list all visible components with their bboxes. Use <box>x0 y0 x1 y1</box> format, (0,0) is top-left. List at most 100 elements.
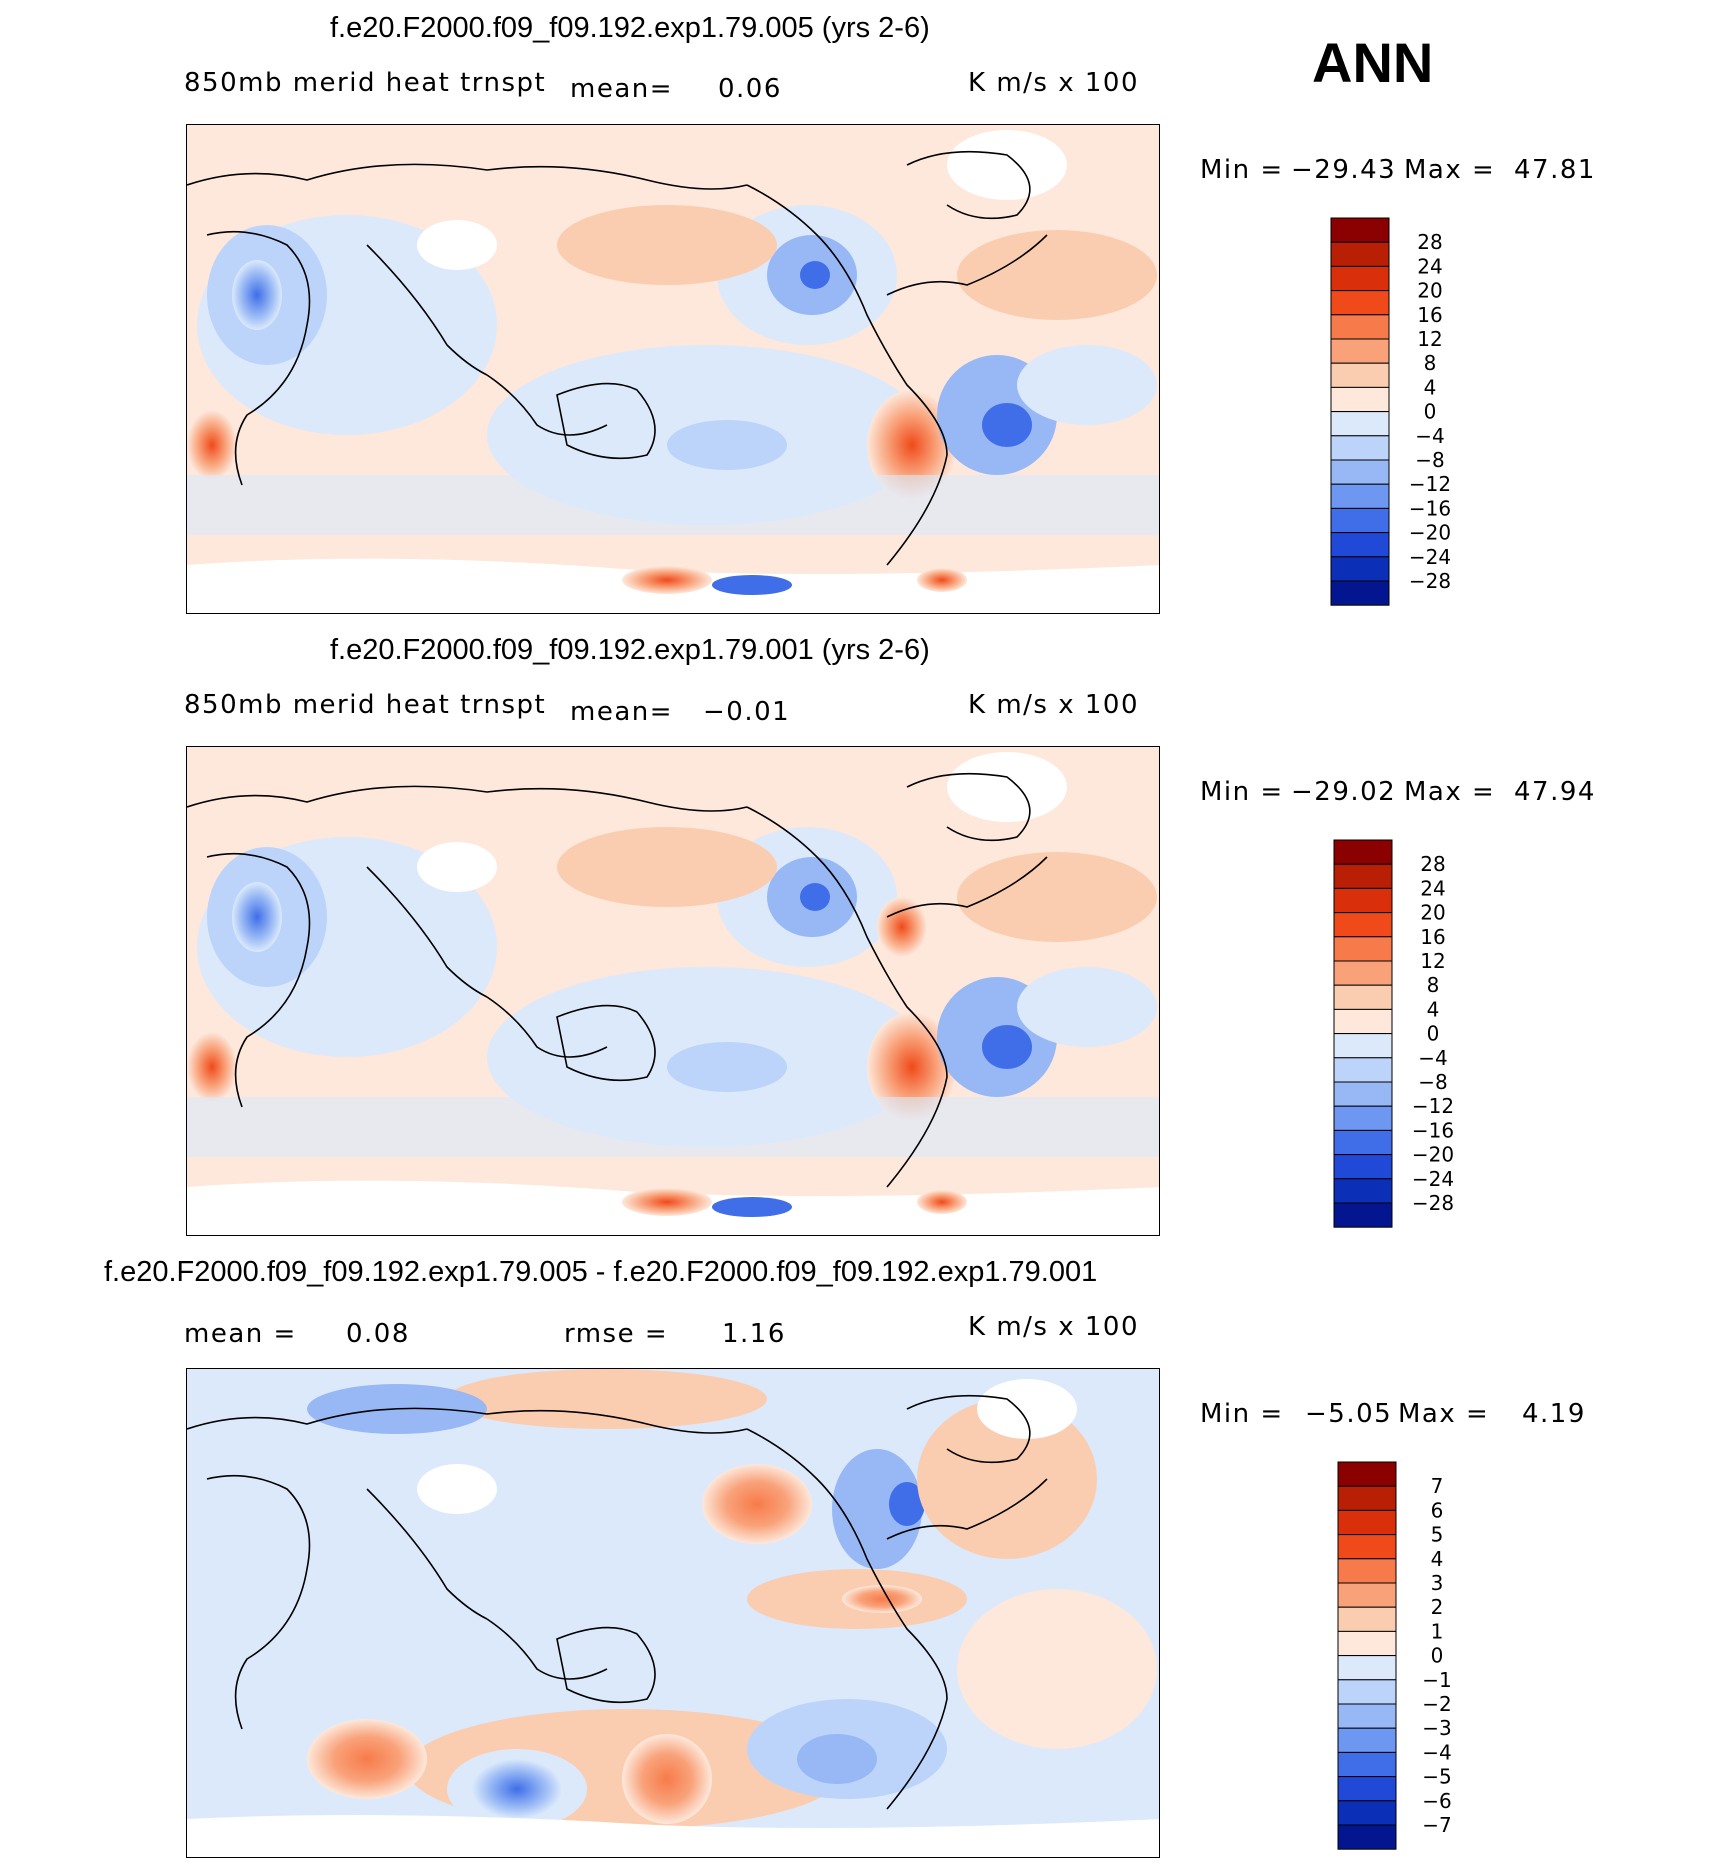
panel1-units: K m/s x 100 <box>968 68 1139 98</box>
panel3-rmse-label: rmse = <box>564 1319 669 1349</box>
colorbar-swatch <box>1337 1679 1397 1705</box>
colorbar-swatch <box>1337 1558 1397 1584</box>
colorbar-level-label: 5 <box>1431 1523 1444 1547</box>
panel2-max-label: Max = <box>1404 777 1496 807</box>
colorbar-swatch <box>1337 1655 1397 1681</box>
panel1-title: f.e20.F2000.f09_f09.192.exp1.79.005 (yrs… <box>330 12 930 44</box>
colorbar-swatch <box>1337 1824 1397 1850</box>
season-label: ANN <box>1312 31 1434 94</box>
colorbar-level-label: −24 <box>1409 545 1451 569</box>
colorbar-level-label: −20 <box>1412 1143 1454 1167</box>
colorbar-level-label: 3 <box>1431 1571 1444 1595</box>
panel3-units: K m/s x 100 <box>968 1312 1139 1342</box>
panel2-title: f.e20.F2000.f09_f09.192.exp1.79.001 (yrs… <box>330 634 930 666</box>
colorbar-level-label: −4 <box>1422 1740 1451 1764</box>
colorbar-level-label: −16 <box>1412 1118 1454 1142</box>
colorbar-level-label: −28 <box>1409 569 1451 593</box>
colorbar-level-label: 24 <box>1417 254 1442 278</box>
colorbar-swatch <box>1330 580 1390 606</box>
colorbar-swatch <box>1333 839 1393 865</box>
panel2-field <box>187 747 1159 1235</box>
colorbar-swatch <box>1330 217 1390 243</box>
colorbar-level-label: 0 <box>1431 1644 1444 1668</box>
colorbar-swatch <box>1337 1776 1397 1802</box>
panel3-mean-value: 0.08 <box>346 1319 410 1349</box>
colorbar-swatch <box>1333 863 1393 889</box>
panel2-map <box>186 746 1160 1236</box>
colorbar-level-label: −6 <box>1422 1789 1451 1813</box>
colorbar-level-label: −24 <box>1412 1167 1454 1191</box>
panel3-min-value: −5.05 <box>1305 1399 1393 1429</box>
colorbar-swatch <box>1330 411 1390 437</box>
colorbar-swatch <box>1337 1703 1397 1729</box>
colorbar-level-label: −16 <box>1409 496 1451 520</box>
colorbar-swatch <box>1333 912 1393 938</box>
colorbar-swatch <box>1330 241 1390 267</box>
colorbar-swatch <box>1333 960 1393 986</box>
panel2-max-value: 47.94 <box>1514 777 1596 807</box>
colorbar-level-label: −8 <box>1415 448 1444 472</box>
colorbar-level-label: 12 <box>1417 327 1442 351</box>
colorbar-level-label: −1 <box>1422 1668 1451 1692</box>
panel2-mean-label: mean= <box>570 697 674 727</box>
colorbar-swatch <box>1330 290 1390 316</box>
colorbar-level-label: 12 <box>1420 949 1445 973</box>
colorbar-swatch <box>1333 1129 1393 1156</box>
colorbar-swatch <box>1337 1751 1397 1778</box>
colorbar-swatch <box>1333 1033 1393 1059</box>
colorbar-swatch <box>1333 1081 1393 1107</box>
colorbar-level-label: 4 <box>1427 997 1440 1021</box>
colorbar-level-label: −4 <box>1415 424 1444 448</box>
colorbar-swatch <box>1330 362 1390 388</box>
colorbar-swatch <box>1337 1461 1397 1487</box>
colorbar-level-label: 8 <box>1427 973 1440 997</box>
panel3-mean-label: mean = <box>184 1319 297 1349</box>
colorbar-level-label: 2 <box>1431 1595 1444 1619</box>
panel3-max-value: 4.19 <box>1522 1399 1586 1429</box>
panel1-mean-value: 0.06 <box>718 74 782 104</box>
colorbar-level-label: 28 <box>1417 230 1442 254</box>
panel2-min-label: Min = <box>1200 777 1284 807</box>
colorbar-level-label: 20 <box>1420 901 1445 925</box>
panel3-map <box>186 1368 1160 1858</box>
colorbar-swatch <box>1333 1202 1393 1228</box>
colorbar-level-label: 0 <box>1427 1022 1440 1046</box>
colorbar-swatch <box>1330 314 1390 340</box>
colorbar-level-label: 16 <box>1417 303 1442 327</box>
panel3-rmse-value: 1.16 <box>722 1319 786 1349</box>
colorbar-level-label: 4 <box>1424 375 1437 399</box>
colorbar-swatch <box>1330 532 1390 558</box>
colorbar-level-label: 4 <box>1431 1547 1444 1571</box>
panel1-field <box>187 125 1159 613</box>
panel1-mean-label: mean= <box>570 74 674 104</box>
panel2-variable: 850mb merid heat trnspt <box>184 690 547 720</box>
panel3-field <box>187 1369 1159 1857</box>
colorbar-swatch <box>1333 887 1393 914</box>
colorbar-level-label: −12 <box>1409 472 1451 496</box>
colorbar-swatch <box>1337 1534 1397 1560</box>
colorbar-level-label: 7 <box>1431 1474 1444 1498</box>
colorbar-swatch <box>1330 483 1390 509</box>
colorbar-swatch <box>1337 1485 1397 1511</box>
colorbar-level-label: −5 <box>1422 1765 1451 1789</box>
colorbar-swatch <box>1333 1178 1393 1204</box>
colorbar-level-label: −3 <box>1422 1716 1451 1740</box>
colorbar-swatch <box>1330 507 1390 534</box>
colorbar-swatch <box>1333 1154 1393 1180</box>
colorbar-swatch <box>1333 1105 1393 1131</box>
colorbar-level-label: 20 <box>1417 279 1442 303</box>
colorbar-level-label: −28 <box>1412 1191 1454 1215</box>
panel2-mean-value: −0.01 <box>703 697 791 727</box>
colorbar-swatch <box>1330 556 1390 582</box>
colorbar-swatch <box>1337 1606 1397 1632</box>
colorbar-level-label: 0 <box>1424 400 1437 424</box>
colorbar-level-label: −8 <box>1418 1070 1447 1094</box>
colorbar-swatch <box>1330 265 1390 292</box>
panel3-max-label: Max = <box>1398 1399 1490 1429</box>
colorbar-level-label: 6 <box>1431 1498 1444 1522</box>
panel1-map <box>186 124 1160 614</box>
panel1-min-label: Min = <box>1200 155 1284 185</box>
